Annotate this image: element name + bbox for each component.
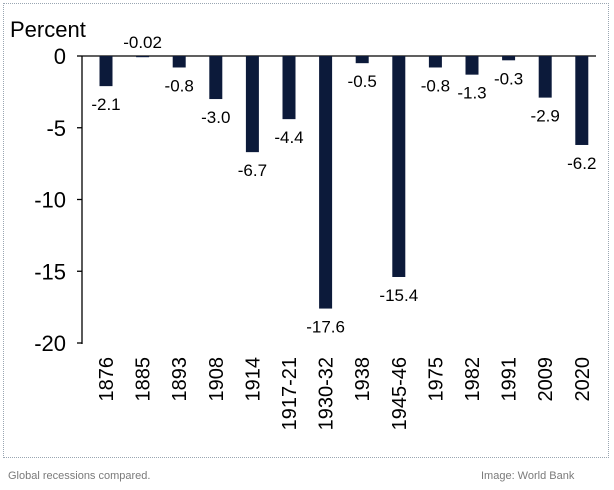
bar bbox=[245, 56, 259, 153]
x-tick-label: 1885 bbox=[133, 357, 155, 402]
recession-bar-chart: Percent 0 -5 -10 -15 -20 -2.1 -0.02 -0.8 -3.0 -6… bbox=[10, 17, 596, 430]
bar bbox=[428, 56, 442, 68]
x-tick-labels: 1876 1885 1893 1908 1914 1917-21 1930-32 1938 19… bbox=[96, 357, 594, 430]
value-label: -15.4 bbox=[379, 286, 418, 305]
x-tick-label: 2009 bbox=[535, 357, 557, 402]
x-tick-label: 1917-21 bbox=[279, 357, 301, 430]
figure-caption: Global recessions compared. bbox=[8, 470, 151, 482]
x-tick-label: 1945-46 bbox=[389, 357, 411, 430]
x-tick-label: 1876 bbox=[96, 357, 118, 402]
y-ticks: 0 -5 -10 -15 -20 bbox=[34, 44, 82, 356]
bar bbox=[355, 56, 369, 64]
value-label: -0.8 bbox=[421, 76, 450, 95]
bar bbox=[465, 56, 479, 75]
value-label: -6.7 bbox=[238, 161, 267, 180]
x-tick-label: 1930-32 bbox=[316, 357, 338, 430]
bar bbox=[172, 56, 186, 68]
x-tick-label: 1938 bbox=[352, 357, 374, 402]
value-label: -1.3 bbox=[457, 84, 486, 103]
bar bbox=[136, 56, 150, 58]
bar bbox=[538, 56, 552, 98]
y-tick-label: -10 bbox=[34, 188, 66, 213]
x-tick-label: 1908 bbox=[206, 357, 228, 402]
value-label: -0.8 bbox=[165, 76, 194, 95]
bar bbox=[209, 56, 223, 100]
bar bbox=[392, 56, 406, 277]
value-label: -3.0 bbox=[201, 108, 230, 127]
value-label: -2.1 bbox=[91, 95, 120, 114]
value-label: -4.4 bbox=[274, 128, 303, 147]
value-labels: -2.1 -0.02 -0.8 -3.0 -6.7 -4.4 -17.6 -0.5 -15.4 -… bbox=[91, 33, 596, 337]
bars bbox=[99, 56, 589, 309]
bar bbox=[99, 56, 113, 87]
value-label: -0.5 bbox=[348, 72, 377, 91]
value-label: -0.02 bbox=[123, 33, 162, 52]
image-credit: Image: World Bank bbox=[481, 470, 575, 482]
x-tick-label: 1975 bbox=[425, 357, 447, 402]
value-label: -6.2 bbox=[567, 154, 596, 173]
y-tick-label: -15 bbox=[34, 259, 66, 284]
y-axis-label: Percent bbox=[10, 17, 86, 42]
y-tick-label: -5 bbox=[46, 116, 66, 141]
chart-frame: Percent 0 -5 -10 -15 -20 -2.1 -0.02 -0.8 -3.0 -6… bbox=[3, 3, 609, 458]
y-tick-label: 0 bbox=[54, 44, 66, 69]
bar bbox=[502, 56, 516, 61]
bar bbox=[575, 56, 589, 145]
value-label: -0.3 bbox=[494, 69, 523, 88]
bar bbox=[319, 56, 333, 309]
value-label: -17.6 bbox=[306, 318, 345, 337]
bar bbox=[282, 56, 296, 120]
y-tick-label: -20 bbox=[34, 331, 66, 356]
x-tick-label: 1991 bbox=[499, 357, 521, 402]
x-tick-label: 1914 bbox=[242, 357, 264, 402]
x-tick-label: 2020 bbox=[572, 357, 594, 402]
value-label: -2.9 bbox=[531, 107, 560, 126]
x-tick-label: 1893 bbox=[169, 357, 191, 402]
x-tick-label: 1982 bbox=[462, 357, 484, 402]
